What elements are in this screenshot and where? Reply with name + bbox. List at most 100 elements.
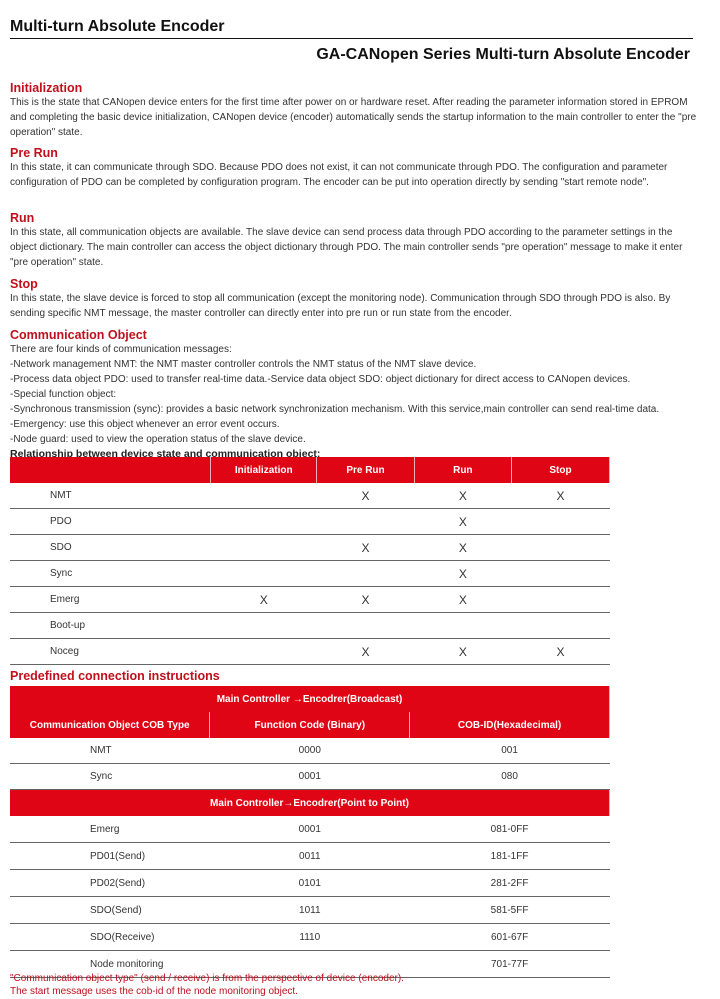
section-stop: Stop In this state, the slave device is f… — [10, 277, 700, 321]
section-run: Run In this state, all communication obje… — [10, 211, 700, 270]
cell: SDO(Receive) — [10, 923, 210, 951]
comm-line: -Node guard: used to view the operation … — [10, 434, 306, 445]
row-label: NMT — [10, 483, 211, 509]
state-mark — [210, 612, 317, 639]
cell: Emerg — [10, 816, 210, 843]
table-row: SDO(Send) 1011 581-5FF — [10, 896, 610, 924]
table-row: SDO(Receive) 1110 601-67F — [10, 923, 610, 951]
table-row: NMT X X X — [10, 483, 610, 509]
state-mark — [210, 508, 317, 535]
table-row: Sync 0001 080 — [10, 763, 610, 790]
cell: PD02(Send) — [10, 869, 210, 897]
state-mark — [316, 612, 415, 639]
section-heading: Communication Object — [10, 328, 147, 342]
band-row: Main Controller→Encodrer(Point to Point) — [10, 789, 610, 816]
cell: 080 — [409, 763, 610, 790]
state-mark: X — [414, 586, 512, 613]
table-row: Node monitoring 701-77F — [10, 950, 610, 978]
column-header: Function Code (Binary) — [209, 712, 411, 738]
table-row: PDO X — [10, 508, 610, 535]
state-mark — [511, 586, 610, 613]
state-mark: X — [414, 508, 512, 535]
section-communication-object: Communication Object There are four kind… — [10, 328, 700, 462]
section-heading: Initialization — [10, 81, 83, 95]
cell: Sync — [10, 763, 210, 790]
row-label: Boot-up — [10, 612, 211, 639]
state-mark: X — [511, 638, 610, 665]
page-subtitle: GA-CANopen Series Multi-turn Absolute En… — [316, 46, 690, 63]
comm-line: -Network management NMT: the NMT master … — [10, 359, 477, 370]
section-pre-run: Pre Run In this state, it can communicate… — [10, 146, 700, 190]
state-mark — [210, 534, 317, 561]
cell: 701-77F — [409, 950, 610, 978]
table-row: PD02(Send) 0101 281-2FF — [10, 869, 610, 897]
table-row: Noceg X X X — [10, 638, 610, 665]
title-divider — [10, 38, 693, 39]
header-row: Communication Object COB Type Function Co… — [10, 712, 610, 738]
state-mark: X — [316, 586, 415, 613]
state-mark: X — [316, 638, 415, 665]
state-mark — [511, 534, 610, 561]
section-initialization: Initialization This is the state that CAN… — [10, 81, 700, 140]
table-row: SDO X X — [10, 534, 610, 561]
state-mark — [414, 612, 512, 639]
table-row: Emerg 0001 081-0FF — [10, 816, 610, 843]
state-mark: X — [511, 483, 610, 509]
cell: 0101 — [209, 869, 410, 897]
table-row: PD01(Send) 0011 181-1FF — [10, 842, 610, 870]
comm-line: There are four kinds of communication me… — [10, 344, 232, 355]
cell: NMT — [10, 738, 210, 764]
column-header: COB-ID(Hexadecimal) — [409, 712, 610, 738]
table-row: Sync X — [10, 560, 610, 587]
note: The start message uses the cob-id of the… — [10, 986, 298, 997]
cell: Node monitoring — [10, 950, 210, 978]
section-heading: Run — [10, 211, 35, 225]
state-mark: X — [414, 483, 512, 509]
cell: 0001 — [209, 763, 410, 790]
cell: 181-1FF — [409, 842, 610, 870]
cell: 581-5FF — [409, 896, 610, 924]
cell: 0001 — [209, 816, 410, 843]
state-mark — [511, 508, 610, 535]
state-table: Initialization Pre Run Run Stop NMT X X X PDO X SD… — [10, 457, 611, 665]
cell: 0000 — [209, 738, 410, 764]
state-mark: X — [414, 638, 512, 665]
comm-line: -Special function object: — [10, 389, 117, 400]
cell: 601-67F — [409, 923, 610, 951]
cell: PD01(Send) — [10, 842, 210, 870]
row-label: Sync — [10, 560, 211, 587]
state-mark: X — [210, 586, 317, 613]
cell — [209, 950, 410, 978]
table-row: Emerg X X X — [10, 586, 610, 613]
row-label: SDO — [10, 534, 211, 561]
predefined-heading: Predefined connection instructions — [10, 669, 220, 683]
cell: 0011 — [209, 842, 410, 870]
cell: 1110 — [209, 923, 410, 951]
state-mark — [511, 560, 610, 587]
section-text: In this state, all communication objects… — [10, 227, 683, 268]
cell: 281-2FF — [409, 869, 610, 897]
predefined-table: Main Controller →Encodrer(Broadcast) Comm… — [10, 686, 610, 978]
state-mark: X — [316, 534, 415, 561]
state-mark: X — [414, 560, 512, 587]
column-header — [10, 457, 212, 483]
state-mark — [210, 638, 317, 665]
band-row: Main Controller →Encodrer(Broadcast) — [10, 686, 610, 712]
column-header: Communication Object COB Type — [10, 712, 211, 738]
state-mark — [210, 560, 317, 587]
state-mark: X — [316, 483, 415, 509]
comm-line: -Synchronous transmission (sync): provid… — [10, 404, 660, 415]
state-mark — [316, 560, 415, 587]
cell: 1011 — [209, 896, 410, 924]
section-heading: Pre Run — [10, 146, 58, 160]
column-header: Stop — [511, 457, 611, 483]
section-text: In this state, it can communicate throug… — [10, 162, 668, 188]
cell: 081-0FF — [409, 816, 610, 843]
page-title: Multi-turn Absolute Encoder — [10, 18, 225, 35]
comm-line: -Process data object PDO: used to transf… — [10, 374, 631, 385]
table-row: Boot-up — [10, 612, 610, 639]
state-mark — [210, 483, 317, 509]
band-header: Main Controller →Encodrer(Broadcast) — [10, 686, 610, 712]
comm-line: -Emergency: use this object whenever an … — [10, 419, 280, 430]
cell: SDO(Send) — [10, 896, 210, 924]
